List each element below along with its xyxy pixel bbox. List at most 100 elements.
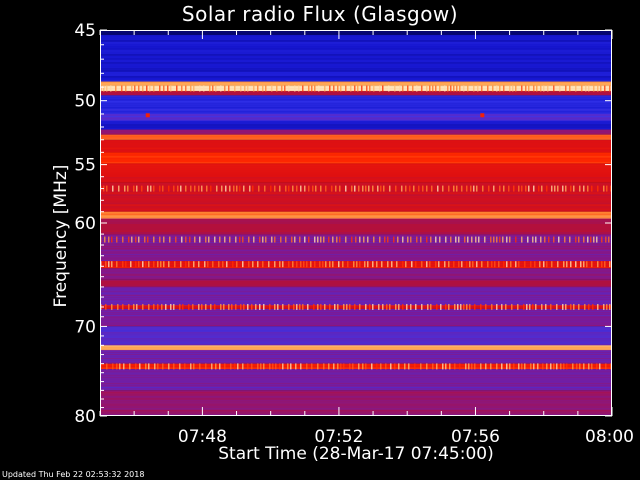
texture-line [100, 169, 612, 171]
speckle-mark [379, 85, 381, 92]
speckle-mark [402, 236, 404, 243]
texture-line [100, 131, 612, 133]
speckle-mark [527, 236, 529, 243]
speckle-mark [112, 185, 114, 192]
speckle-mark [265, 236, 267, 243]
texture-line [100, 107, 612, 109]
texture-line [100, 95, 612, 97]
speckle-mark [521, 185, 523, 192]
speckle-mark [192, 303, 194, 310]
texture-line [100, 149, 612, 151]
speckle-mark [605, 363, 607, 370]
texture-line [100, 50, 612, 52]
speckle-mark [453, 185, 455, 192]
speckle-mark [167, 85, 169, 92]
speckle-mark [146, 85, 148, 92]
speckle-mark [129, 363, 131, 370]
texture-line [100, 281, 612, 283]
texture-line [100, 242, 612, 244]
texture-line [100, 173, 612, 175]
texture-line [100, 300, 612, 302]
speckle-mark [461, 261, 463, 268]
texture-line [100, 387, 612, 389]
speckle-mark [296, 303, 298, 310]
speckle-mark [445, 303, 447, 310]
texture-line [100, 320, 612, 322]
speckle-mark [136, 303, 138, 310]
speckle-mark [541, 185, 543, 192]
speckle-mark [583, 236, 585, 243]
speckle-mark [426, 185, 428, 192]
texture-line [100, 248, 612, 250]
texture-line [100, 334, 612, 336]
speckle-mark [448, 185, 450, 192]
speckle-mark [340, 85, 342, 92]
speckle-mark [144, 236, 146, 243]
speckle-mark [216, 185, 218, 192]
texture-line [100, 208, 612, 210]
speckle-mark [257, 85, 259, 92]
texture-line [100, 128, 612, 130]
speckle-mark [149, 85, 151, 92]
texture-line [100, 314, 612, 316]
speckle-mark [203, 85, 205, 92]
speckle-mark [353, 261, 355, 268]
speckle-mark [288, 303, 290, 310]
speckle-mark [583, 363, 585, 370]
speckle-mark [540, 85, 542, 92]
texture-line [100, 162, 612, 164]
speckle-mark [410, 303, 412, 310]
texture-line [100, 190, 612, 192]
speckle-mark [394, 363, 396, 370]
speckle-mark [205, 303, 207, 310]
texture-line [100, 117, 612, 119]
texture-line [100, 113, 612, 115]
speckle-mark [453, 85, 455, 92]
speckle-mark [533, 85, 535, 92]
speckle-mark [103, 85, 105, 92]
speckle-mark [381, 261, 383, 268]
speckle-mark [475, 236, 477, 243]
texture-line [100, 250, 612, 252]
speckle-mark [601, 236, 603, 243]
speckle-mark [380, 185, 382, 192]
speckle-mark [181, 236, 183, 243]
speckle-mark [116, 261, 118, 268]
speckle-mark [249, 185, 251, 192]
speckle-mark [542, 363, 544, 370]
speckle-mark [223, 303, 225, 310]
speckle-mark [528, 85, 530, 92]
texture-line [100, 355, 612, 357]
emission-spot [145, 113, 150, 118]
speckle-mark [210, 303, 212, 310]
speckle-mark [440, 303, 442, 310]
speckle-mark [590, 236, 592, 243]
speckle-mark [279, 261, 281, 268]
speckle-mark [160, 261, 162, 268]
texture-line [100, 404, 612, 406]
texture-line [100, 272, 612, 274]
speckle-mark [463, 85, 465, 92]
texture-line [100, 302, 612, 304]
speckle-mark [170, 303, 172, 310]
y-tick-label: 60 [74, 214, 96, 234]
speckle-mark [193, 261, 195, 268]
speckle-mark [320, 236, 322, 243]
texture-line [100, 288, 612, 290]
texture-line [100, 42, 612, 44]
speckle-mark [409, 185, 411, 192]
speckle-mark [553, 236, 555, 243]
speckle-mark [288, 261, 290, 268]
texture-line [100, 111, 612, 113]
speckle-mark [198, 303, 200, 310]
speckle-mark [456, 185, 458, 192]
texture-line [100, 54, 612, 56]
speckle-mark [408, 363, 410, 370]
speckle-mark [373, 236, 375, 243]
texture-line [100, 204, 612, 206]
y-tick-label: 45 [74, 21, 96, 41]
speckle-mark [128, 236, 130, 243]
speckle-mark [444, 261, 446, 268]
speckle-mark [296, 185, 298, 192]
speckle-mark [473, 185, 475, 192]
